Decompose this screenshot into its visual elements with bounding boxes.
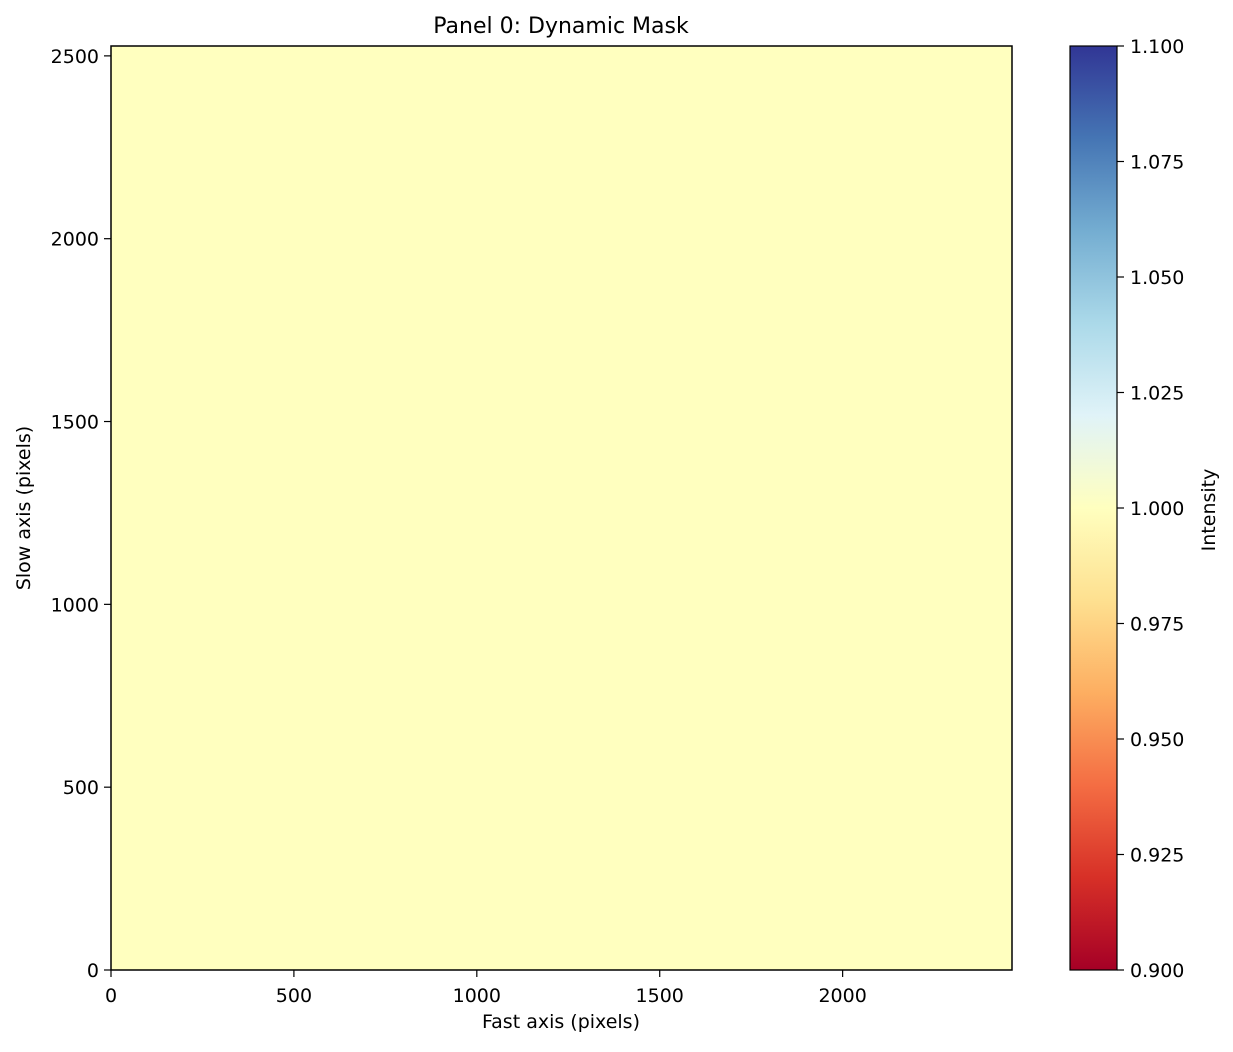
x-tick-label: 0 (105, 985, 117, 1007)
colorbar-label: Intensity (1198, 469, 1220, 552)
x-tick-label: 2000 (818, 985, 866, 1007)
x-axis-ticks: 0 500 1000 1500 2000 (105, 970, 867, 1007)
y-tick-label: 1500 (51, 412, 99, 434)
chart-title: Panel 0: Dynamic Mask (433, 14, 689, 39)
colorbar-tick-label: 0.925 (1130, 845, 1184, 867)
y-tick-label: 1000 (51, 594, 99, 616)
colorbar-tick-label: 0.900 (1130, 960, 1184, 982)
colorbar-tick-label: 1.100 (1130, 36, 1184, 58)
x-tick-label: 1500 (636, 985, 684, 1007)
colorbar (1069, 45, 1118, 971)
y-axis-ticks: 0 500 1000 1500 2000 2500 (51, 46, 111, 982)
x-tick-label: 500 (276, 985, 312, 1007)
y-tick-label: 2000 (51, 229, 99, 251)
x-axis-label: Fast axis (pixels) (482, 1011, 640, 1033)
x-tick-label: 1000 (453, 985, 501, 1007)
colorbar-tick-label: 1.025 (1130, 383, 1184, 405)
y-tick-label: 500 (63, 777, 99, 799)
y-tick-label: 2500 (51, 46, 99, 68)
y-tick-label: 0 (87, 960, 99, 982)
plot-frame (110, 45, 1013, 971)
colorbar-tick-label: 1.075 (1130, 152, 1184, 174)
y-axis-label: Slow axis (pixels) (13, 426, 35, 590)
colorbar-tick-label: 0.950 (1130, 729, 1184, 751)
heatmap-image (111, 46, 1012, 970)
colorbar-tick-label: 1.000 (1130, 498, 1184, 520)
colorbar-tick-label: 0.975 (1130, 614, 1184, 636)
colorbar-ticks: 0.900 0.925 0.950 0.975 1.000 1.025 1.050 1.075… (1117, 36, 1184, 982)
colorbar-tick-label: 1.050 (1130, 267, 1184, 289)
